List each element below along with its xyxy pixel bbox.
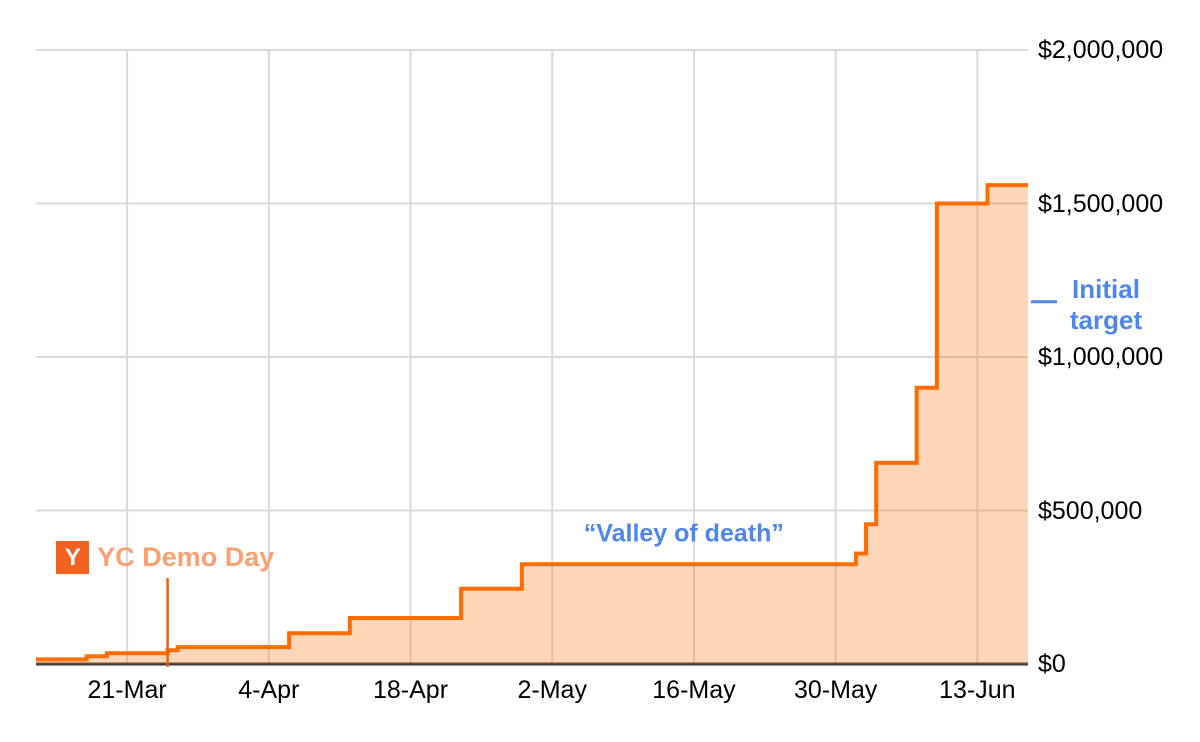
- y-axis-tick-label: $2,000,000: [1038, 36, 1164, 64]
- initial-target-annotation: Initial target: [1062, 274, 1150, 336]
- yc-logo-icon: Y: [56, 541, 90, 575]
- yc-logo-letter: Y: [64, 543, 81, 571]
- x-axis-tick-label: 18-Apr: [372, 676, 449, 704]
- y-axis-tick-label: $500,000: [1038, 496, 1143, 525]
- x-axis-tick-label: 30-May: [793, 676, 878, 704]
- x-axis-tick-label: 21-Mar: [87, 676, 167, 704]
- y-axis-tick-label: $0: [1038, 650, 1066, 678]
- initial-target-line2: target: [1069, 304, 1143, 335]
- y-axis-tick-label: $1,500,000: [1038, 189, 1164, 218]
- valley-of-death-annotation: “Valley of death”: [583, 519, 784, 548]
- initial-target-line1: Initial: [1072, 273, 1140, 304]
- x-axis-tick-label: 16-May: [652, 676, 736, 704]
- x-axis-tick-label: 13-Jun: [939, 676, 1016, 704]
- y-axis-tick-label: $1,000,000: [1038, 343, 1164, 371]
- x-axis-tick-label: 4-Apr: [238, 676, 300, 704]
- yc-demo-day-label: YC Demo Day: [97, 542, 275, 573]
- x-axis-tick-label: 2-May: [517, 676, 587, 704]
- yc-demo-day-annotation: Y YC Demo Day: [56, 541, 275, 575]
